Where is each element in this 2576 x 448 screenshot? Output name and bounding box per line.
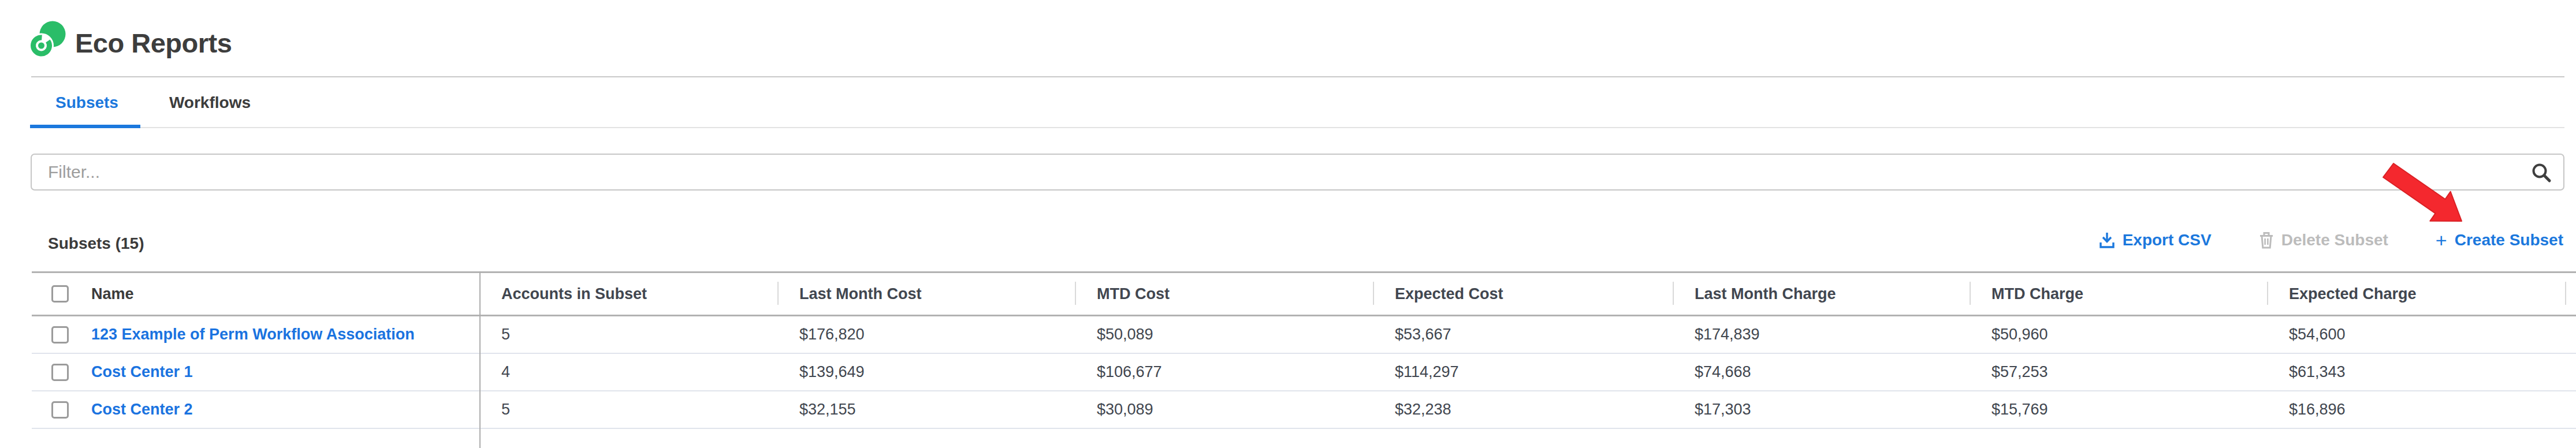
app-logo-icon bbox=[29, 21, 67, 60]
subsets-count-heading: Subsets (15) bbox=[48, 234, 144, 253]
column-label-name: Name bbox=[91, 285, 134, 303]
header-cell-accounts: Accounts in Subset bbox=[479, 273, 777, 315]
table-header-row: Name Accounts in Subset Last Month Cost … bbox=[32, 271, 2576, 316]
row-checkbox[interactable] bbox=[51, 401, 69, 419]
cell-last-month-cost: $176,820 bbox=[777, 316, 1075, 353]
cell-mtd-cost: $106,677 bbox=[1075, 354, 1373, 390]
cell-last-month-charge: $174,839 bbox=[1673, 316, 1970, 353]
header-column-divider bbox=[2565, 282, 2566, 305]
cell-expected-charge: $54,600 bbox=[2267, 316, 2576, 353]
cell-mtd-cost: $30,089 bbox=[1075, 391, 1373, 428]
header-divider bbox=[31, 76, 2564, 77]
header-cell-name: Name bbox=[32, 273, 479, 315]
cell-mtd-charge: $15,769 bbox=[1970, 391, 2267, 428]
header-column-divider bbox=[2267, 282, 2268, 305]
header-cell-expected-charge: Expected Charge bbox=[2267, 273, 2576, 315]
header-cell-last-month-cost: Last Month Cost bbox=[777, 273, 1075, 315]
delete-subset-button[interactable]: Delete Subset bbox=[2259, 231, 2388, 249]
subset-name-link[interactable]: 123 Example of Perm Workflow Association bbox=[91, 326, 415, 344]
name-column-divider bbox=[479, 271, 481, 448]
table-row: Cost Center 2 5 $32,155 $30,089 $32,238 … bbox=[32, 391, 2576, 429]
cell-mtd-charge: $50,960 bbox=[1970, 316, 2267, 353]
table-actions: Export CSV Delete Subset + Create Subset bbox=[2099, 231, 2563, 249]
tabs-baseline bbox=[31, 127, 2564, 128]
download-icon bbox=[2099, 232, 2115, 249]
header-cell-mtd-cost: MTD Cost bbox=[1075, 273, 1373, 315]
cell-last-month-cost: $139,649 bbox=[777, 354, 1075, 390]
tab-bar: Subsets Workflows bbox=[30, 81, 276, 125]
row-checkbox[interactable] bbox=[51, 326, 69, 344]
cell-last-month-charge: $17,303 bbox=[1673, 391, 1970, 428]
header-column-divider bbox=[1373, 282, 1374, 305]
export-csv-button[interactable]: Export CSV bbox=[2099, 231, 2212, 249]
header-cell-mtd-charge: MTD Charge bbox=[1970, 273, 2267, 315]
table-row: 123 Example of Perm Workflow Association… bbox=[32, 316, 2576, 354]
create-subset-button[interactable]: + Create Subset bbox=[2436, 231, 2563, 249]
search-icon bbox=[2531, 162, 2552, 183]
cell-expected-cost: $114,297 bbox=[1373, 354, 1673, 390]
subsets-table: Name Accounts in Subset Last Month Cost … bbox=[32, 271, 2576, 446]
cell-last-month-cost: $32,155 bbox=[777, 391, 1075, 428]
subset-name-link[interactable]: Cost Center 1 bbox=[91, 363, 193, 381]
table-row: Cost Center 1 4 $139,649 $106,677 $114,2… bbox=[32, 354, 2576, 391]
header-cell-expected-cost: Expected Cost bbox=[1373, 273, 1673, 315]
cell-accounts: 4 bbox=[479, 354, 777, 390]
select-all-checkbox[interactable] bbox=[51, 285, 69, 303]
cell-accounts: 5 bbox=[479, 316, 777, 353]
header-column-divider bbox=[1673, 282, 1674, 305]
tab-workflows[interactable]: Workflows bbox=[144, 81, 276, 125]
delete-subset-label: Delete Subset bbox=[2281, 231, 2388, 249]
create-subset-label: Create Subset bbox=[2455, 231, 2563, 249]
trash-icon bbox=[2259, 232, 2274, 249]
header-column-divider bbox=[1970, 282, 1971, 305]
cell-mtd-cost: $50,089 bbox=[1075, 316, 1373, 353]
plus-icon: + bbox=[2436, 232, 2447, 248]
cell-mtd-charge: $57,253 bbox=[1970, 354, 2267, 390]
header-column-divider bbox=[777, 282, 779, 305]
cell-expected-charge: $16,896 bbox=[2267, 391, 2576, 428]
cell-last-month-charge: $74,668 bbox=[1673, 354, 1970, 390]
tab-subsets[interactable]: Subsets bbox=[30, 81, 144, 125]
cell-accounts: 5 bbox=[479, 391, 777, 428]
header-column-divider bbox=[1075, 282, 1076, 305]
subset-name-link[interactable]: Cost Center 2 bbox=[91, 401, 193, 419]
cell-expected-cost: $53,667 bbox=[1373, 316, 1673, 353]
row-checkbox[interactable] bbox=[51, 364, 69, 381]
cell-expected-cost: $32,238 bbox=[1373, 391, 1673, 428]
header-cell-last-month-charge: Last Month Charge bbox=[1673, 273, 1970, 315]
export-csv-label: Export CSV bbox=[2123, 231, 2212, 249]
table-filler bbox=[32, 429, 2576, 446]
active-tab-underline bbox=[30, 125, 140, 128]
filter-input[interactable] bbox=[31, 154, 2564, 191]
page-title: Eco Reports bbox=[75, 27, 232, 59]
cell-expected-charge: $61,343 bbox=[2267, 354, 2576, 390]
